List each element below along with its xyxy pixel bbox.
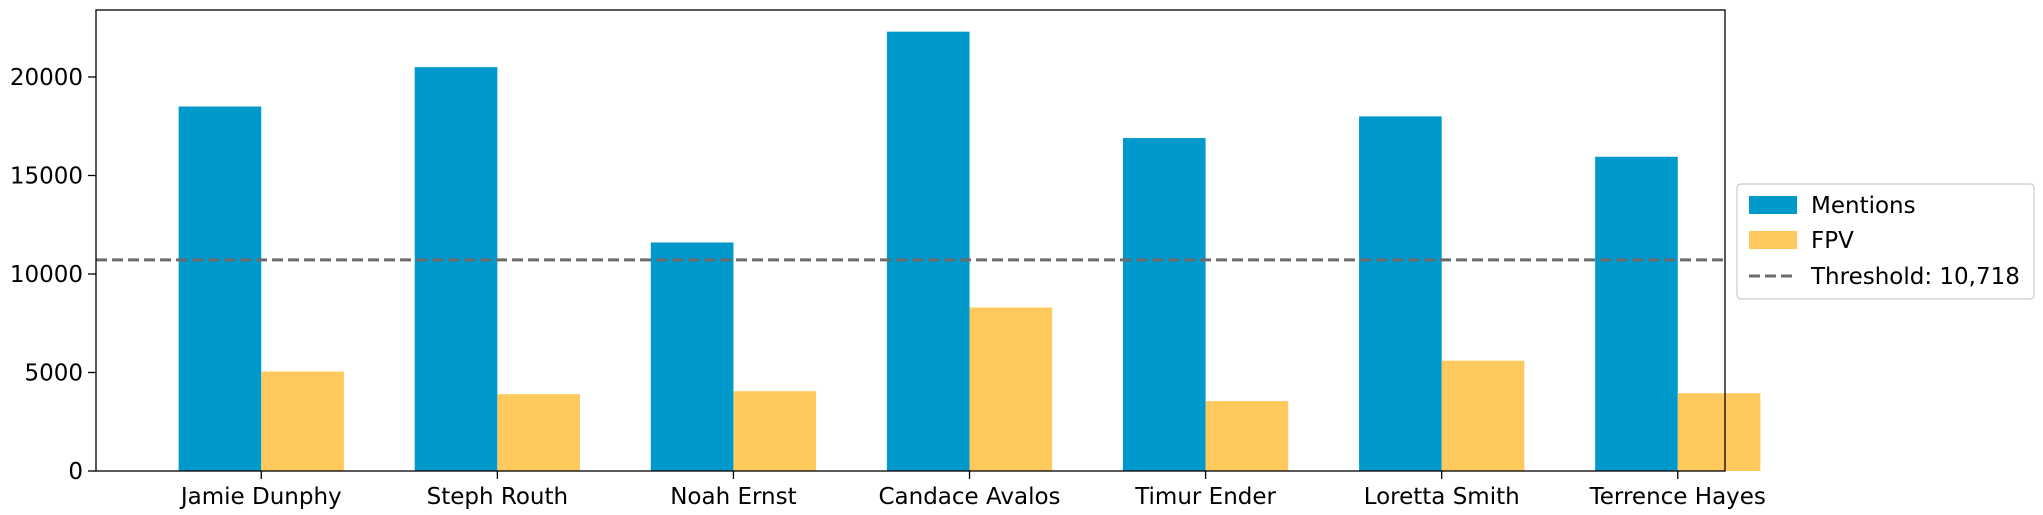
y-tick-label: 10000 (10, 262, 83, 288)
x-tick-label: Jamie Dunphy (179, 484, 342, 510)
bar-fpv-0 (261, 371, 344, 471)
y-tick-label: 20000 (10, 65, 83, 91)
plot-frame (95, 9, 1726, 472)
y-tick-label: 5000 (24, 360, 83, 386)
bar-fpv-3 (969, 307, 1053, 471)
bar-fpv-5 (1441, 360, 1525, 471)
bars-layer (178, 31, 1761, 471)
legend-box (1736, 183, 2035, 300)
bar-fpv-4 (1205, 401, 1289, 471)
x-tick-label: Terrence Hayes (1589, 484, 1766, 510)
bar-mentions-1 (414, 67, 498, 471)
legend-swatch-fpv (1749, 231, 1797, 249)
bar-mentions-0 (178, 106, 262, 471)
bar-fpv-2 (733, 391, 817, 471)
x-tick-label: Noah Ernst (670, 484, 796, 510)
x-tick-label: Steph Routh (427, 484, 568, 510)
legend-label-fpv: FPV (1811, 228, 1854, 254)
legend-swatch-mentions (1749, 196, 1797, 214)
y-axis: 0 5000 10000 15000 20000 (10, 65, 96, 485)
legend-label-mentions: Mentions (1811, 193, 1916, 219)
x-tick-label: Loretta Smith (1364, 484, 1520, 510)
bar-mentions-6 (1595, 156, 1678, 471)
bar-mentions-5 (1359, 116, 1442, 471)
x-axis: Jamie Dunphy Steph Routh Noah Ernst Candace… (179, 471, 1766, 510)
bar-mentions-2 (650, 242, 734, 471)
y-tick-label: 0 (68, 459, 83, 485)
bar-mentions-4 (1122, 138, 1206, 471)
x-tick-label: Timur Ender (1134, 484, 1276, 510)
bar-mentions-3 (886, 31, 970, 471)
bar-fpv-1 (497, 394, 580, 471)
x-tick-label: Candace Avalos (878, 484, 1060, 510)
legend-label-threshold: Threshold: 10,718 (1810, 264, 2020, 290)
y-tick-label: 15000 (10, 163, 83, 189)
legend: Mentions FPV Threshold: 10,718 (1736, 183, 2035, 300)
bar-fpv-6 (1677, 393, 1761, 471)
